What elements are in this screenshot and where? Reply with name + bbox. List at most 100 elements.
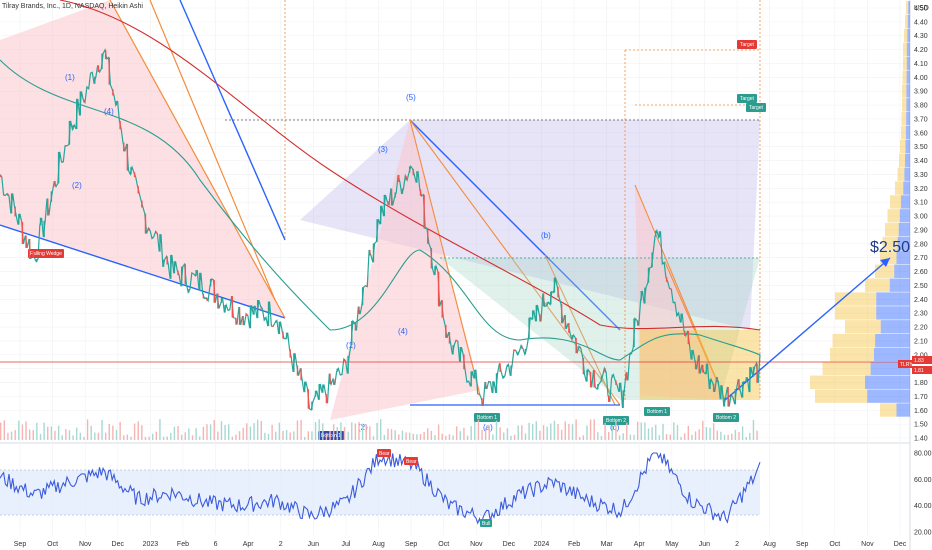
volume-bar — [434, 435, 436, 440]
volume-bar — [618, 435, 621, 440]
volume-bar — [152, 433, 154, 440]
price-line-label: TLRY — [900, 362, 913, 368]
candle — [217, 293, 219, 309]
volume-bar — [235, 434, 237, 440]
candle — [550, 291, 552, 305]
volume-bar — [354, 423, 357, 440]
volume-bar — [470, 426, 472, 440]
time-tick-label: Feb — [177, 541, 189, 548]
volume-bar — [340, 422, 342, 440]
volume-bar — [282, 430, 284, 440]
candle — [104, 49, 107, 59]
volume-bar — [322, 423, 324, 440]
volume-bar — [441, 433, 443, 440]
candle — [383, 194, 386, 217]
volume-profile — [810, 1, 910, 417]
candle — [655, 230, 657, 237]
volume-bar — [104, 432, 107, 440]
candle — [260, 306, 262, 309]
volume-bar — [586, 425, 588, 440]
candle — [734, 389, 737, 405]
volume-bar — [684, 433, 686, 440]
volume-bar — [528, 422, 530, 440]
volume-bar — [76, 427, 78, 440]
candle — [564, 315, 566, 329]
volume-bar — [579, 436, 581, 440]
candle — [611, 374, 614, 378]
volume-profile-bar — [865, 375, 910, 389]
volume-bar — [275, 431, 277, 440]
candle — [347, 355, 349, 374]
target-price-label: $2.50 — [870, 239, 910, 256]
wave-label: (1) — [346, 341, 356, 350]
volume-bar — [557, 424, 559, 440]
volume-bar — [162, 436, 165, 440]
candle — [557, 286, 559, 298]
volume-bar — [36, 422, 38, 440]
volume-bar — [180, 434, 183, 440]
candle — [47, 198, 49, 216]
candle — [568, 323, 570, 333]
bear-tag: Bear — [406, 459, 417, 465]
volume-bar — [184, 432, 186, 440]
volume-bar — [202, 426, 205, 440]
wave-label: (5) — [406, 93, 416, 102]
candle — [289, 349, 291, 358]
candle — [513, 349, 516, 351]
volume-bar — [351, 422, 353, 440]
target-tag: Target — [740, 42, 755, 48]
candle — [180, 266, 183, 287]
candle — [430, 248, 433, 269]
rsi-tick-label: 80.00 — [914, 451, 932, 458]
candle — [372, 243, 375, 263]
volume-bar — [720, 431, 722, 440]
candle — [495, 373, 498, 393]
candle — [94, 76, 96, 84]
volume-bar — [593, 419, 595, 440]
candle — [445, 325, 447, 338]
volume-bar — [694, 431, 697, 440]
volume-bar — [238, 431, 241, 440]
volume-bar — [144, 436, 147, 440]
candle — [253, 305, 255, 315]
candle — [314, 390, 317, 397]
price-tick-label: 2.60 — [914, 269, 928, 276]
volume-bar — [676, 424, 679, 440]
volume-bar — [7, 432, 9, 440]
volume-bar — [94, 432, 96, 440]
volume-bar — [231, 436, 234, 440]
volume-profile-bar — [874, 347, 910, 362]
price-tick-label: 1.60 — [914, 408, 928, 415]
volume-profile-bar — [882, 236, 898, 251]
volume-bar — [647, 428, 650, 440]
volume-bar — [336, 426, 338, 440]
volume-bar — [314, 422, 317, 440]
time-tick-label: 2023 — [143, 541, 159, 548]
time-tick-label: May — [665, 541, 679, 548]
volume-bar — [130, 436, 132, 440]
time-tick-label: Dec — [112, 541, 125, 548]
candle — [499, 363, 501, 372]
price-tick-label: 2.50 — [914, 283, 928, 290]
volume-bar — [405, 432, 407, 440]
volume-bar — [535, 421, 538, 440]
volume-bar — [600, 435, 603, 440]
candle — [191, 272, 194, 274]
volume-profile-bar — [906, 112, 910, 126]
wave-label: (2) — [72, 181, 82, 190]
volume-bar — [459, 431, 462, 440]
candle — [738, 379, 740, 391]
line-price-value: 1.83 — [914, 358, 924, 364]
volume-bar — [575, 419, 577, 440]
volume-bar — [300, 419, 302, 440]
volume-bar — [394, 430, 396, 440]
candle — [390, 188, 393, 206]
rsi-band — [0, 470, 760, 515]
target-tag: Target — [740, 96, 755, 102]
candle — [228, 309, 230, 311]
falling-wedge-tag: Falling Wedge — [30, 251, 62, 257]
volume-profile-bar — [835, 292, 877, 306]
volume-profile-bar — [894, 264, 910, 278]
candle — [79, 91, 82, 116]
volume-profile-bar — [810, 375, 865, 389]
